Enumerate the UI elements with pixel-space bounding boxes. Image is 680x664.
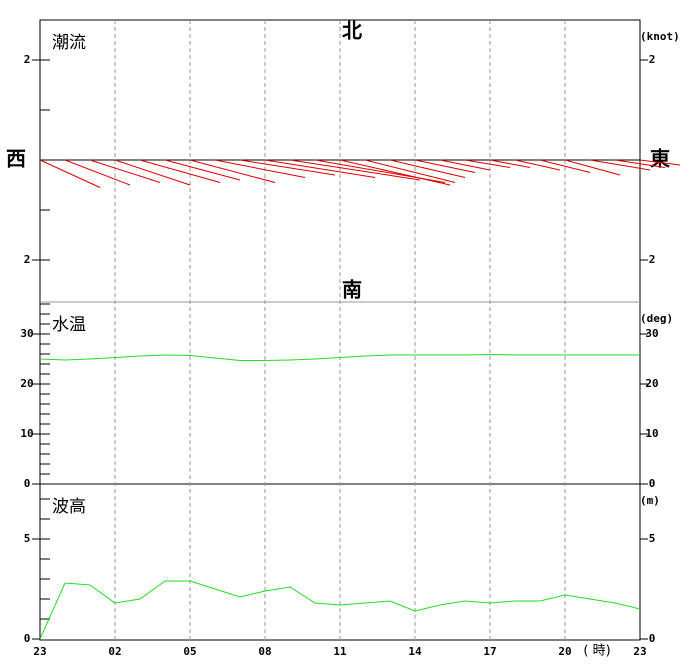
y-tick-label: 20 — [20, 377, 33, 390]
unit-label: (m) — [640, 494, 660, 507]
x-tick-label: 23 — [33, 645, 46, 658]
current-vector — [89, 159, 161, 183]
current-vector — [214, 159, 306, 178]
direction-north: 北 — [342, 19, 362, 43]
current-vector — [539, 159, 591, 173]
y2-tick-label: 0 — [649, 477, 656, 490]
current-vector — [289, 159, 421, 181]
current-vector — [264, 159, 376, 178]
y2-tick-label: 0 — [649, 632, 656, 645]
unit-label: (knot) — [640, 30, 680, 43]
direction-south: 南 — [342, 278, 362, 302]
data-line — [39, 353, 640, 361]
unit-label: (deg) — [640, 312, 673, 325]
x-tick-label: 14 — [408, 645, 422, 658]
x-tick-label: 11 — [333, 645, 347, 658]
y-tick-label: 2 — [24, 53, 31, 66]
panel-title: 波高 — [52, 497, 86, 517]
x-tick-label: 20 — [558, 645, 571, 658]
x-axis-label: ( 時) — [583, 644, 610, 659]
y-tick-label: 30 — [20, 327, 33, 340]
current-vector — [239, 159, 336, 176]
current-vector — [189, 159, 276, 183]
current-vector — [639, 159, 680, 166]
y2-tick-label: 2 — [649, 253, 656, 266]
x-tick-label: 17 — [483, 645, 496, 658]
panel-title: 潮流 — [52, 33, 86, 53]
y-tick-label: 10 — [20, 427, 33, 440]
y-tick-label: 5 — [24, 532, 31, 545]
direction-east: 東 — [650, 147, 670, 171]
current-vector — [464, 159, 511, 168]
current-vector — [164, 159, 241, 181]
y-tick-label: 0 — [24, 632, 31, 645]
y2-tick-label: 10 — [645, 427, 658, 440]
current-vector — [139, 159, 221, 183]
current-vector — [489, 159, 531, 168]
current-vector — [439, 159, 491, 171]
y2-tick-label: 2 — [649, 53, 656, 66]
current-vector — [64, 159, 131, 186]
current-vector — [364, 159, 456, 183]
current-vector — [414, 159, 476, 173]
current-vector — [589, 159, 651, 171]
current-vector — [114, 159, 191, 186]
current-vector — [564, 159, 621, 176]
direction-west: 西 — [6, 147, 26, 171]
x-tick-label: 02 — [108, 645, 121, 658]
y-tick-label: 2 — [24, 253, 31, 266]
y-tick-label: 0 — [24, 477, 31, 490]
x-tick-label: 23 — [633, 645, 646, 658]
current-vector — [39, 159, 101, 188]
panel-title: 水温 — [52, 315, 86, 335]
x-tick-label: 08 — [258, 645, 271, 658]
y2-tick-label: 30 — [645, 327, 658, 340]
data-line — [39, 580, 641, 640]
y2-tick-label: 20 — [645, 377, 658, 390]
y2-tick-label: 5 — [649, 532, 656, 545]
x-tick-label: 05 — [183, 645, 196, 658]
current-vector — [514, 159, 561, 171]
current-vector — [339, 159, 451, 186]
current-vector — [389, 159, 466, 178]
current-vector — [614, 159, 666, 168]
